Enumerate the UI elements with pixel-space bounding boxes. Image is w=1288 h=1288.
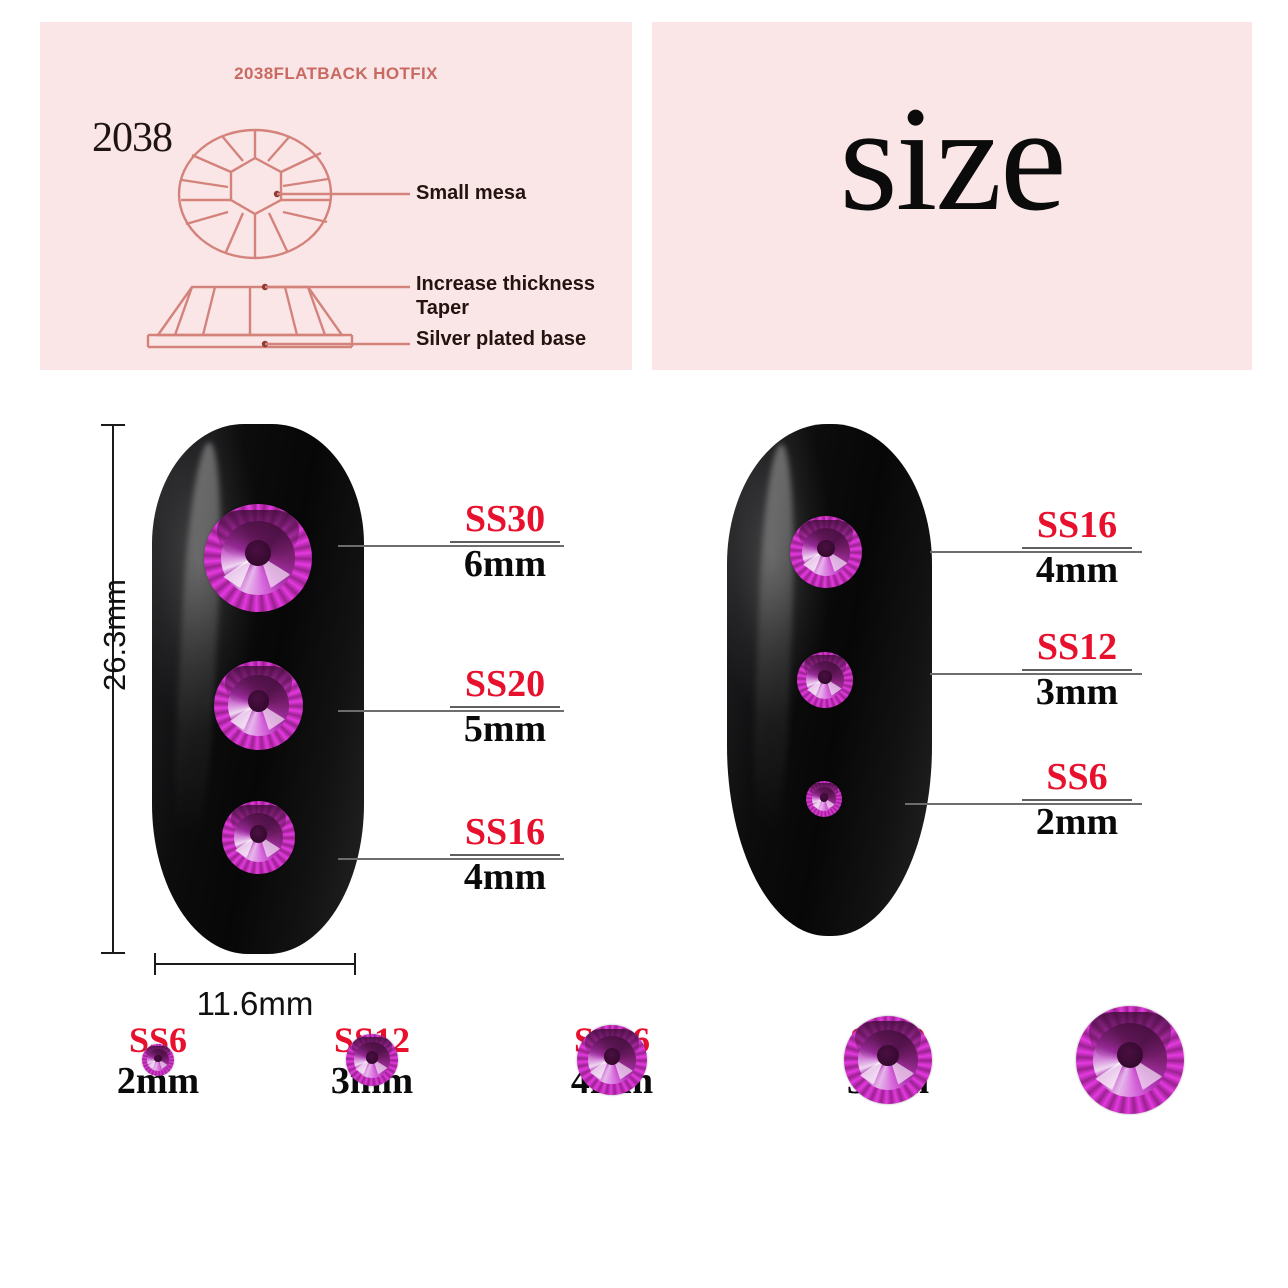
mm-value: 3mm [1035,671,1119,713]
gem-center-point [877,1045,899,1067]
ss-value: SS30 [464,498,546,540]
gem-center-point [1117,1041,1143,1068]
gem-center-point [245,539,271,566]
flatback-technical-drawing [146,128,410,349]
gem-upper-shadow [810,783,838,799]
ss-value: SS20 [464,663,546,705]
gem-center-point [817,539,835,558]
nail-sample-left [152,424,364,954]
size-label-right-1: SS12 3mm [1022,628,1132,712]
gem-upper-shadow [352,1037,392,1060]
nail-height-label: 26.3mm [97,579,132,691]
ss-value: SS12 [1036,626,1118,668]
label-divider [1022,799,1132,801]
gem-center-point [247,690,270,712]
leader-line-ss30 [338,545,564,547]
label-divider [1022,669,1132,671]
sample-ss6: SS6 2mm [58,1020,258,1102]
gem-center-point [249,825,268,843]
size-word-panel: size [652,22,1252,370]
gem-center-point [819,792,829,802]
size-label-right-2: SS6 2mm [1022,758,1132,842]
gem-ss12 [797,652,853,708]
gem-mesa-outline [229,156,283,216]
mm-value: 6mm [463,543,547,585]
sample-ss16: SS16 4mm [512,1020,712,1102]
gem-center-point [154,1054,162,1063]
label-divider [450,541,560,543]
nail-height-dimension-line [101,424,125,954]
gem-side-view [146,285,354,349]
sample-ss12: SS12 3mm [272,1020,472,1102]
size-label-left-1: SS20 5mm [450,665,560,749]
gem-highlight-left [812,798,823,810]
leader-line-ss16 [338,858,564,860]
size-heading: size [839,76,1066,242]
callout-silver-plated-base: Silver plated base [416,328,587,350]
nail-sample-right [727,424,932,936]
gem-center-point [365,1051,379,1064]
flatback-diagram-panel: 2038FLATBACK HOTFIX 2038 [40,22,632,370]
panel-title: 2038FLATBACK HOTFIX [234,64,438,83]
sample-gem [577,1025,647,1095]
mm-value: 4mm [1035,549,1119,591]
label-divider [1022,547,1132,549]
gem-highlight-right [824,798,835,810]
mm-value: 5mm [463,708,547,750]
sample-gem [346,1034,398,1086]
mm-value: 4mm [463,856,547,898]
leader-line-ss16-right [930,551,1142,553]
sample-gem [844,1016,932,1104]
mm-value: 2mm [1035,801,1119,843]
product-code-label: 2038 [92,115,173,161]
leader-line-ss6-right [905,803,1142,805]
leader-line-ss12-right [930,673,1142,675]
gem-ss6 [806,781,842,817]
callout-small-mesa: Small mesa [416,182,527,204]
sample-ss30: SS30 6mm [1030,1006,1230,1114]
gem-ss30 [204,504,312,612]
size-label-left-0: SS30 6mm [450,500,560,584]
nail-width-dimension-line [154,953,356,975]
ss-value: SS16 [1036,504,1118,546]
gem-upper-shadow [145,1045,171,1060]
gem-center-point [603,1048,621,1065]
label-divider [450,854,560,856]
gem-highlight-left [147,1059,157,1069]
nail-width-label: 11.6mm [196,985,314,1022]
size-label-right-0: SS16 4mm [1022,506,1132,590]
callout-increase-thickness: Increase thickness [416,273,595,295]
ss-value: SS6 [1046,756,1108,798]
gem-highlight-right [158,1059,168,1069]
gem-ss20 [214,661,303,750]
leader-line-ss20 [338,710,564,712]
ss-value: SS16 [464,811,546,853]
size-label-left-2: SS16 4mm [450,813,560,897]
callout-taper: Taper [416,297,469,319]
label-divider [450,706,560,708]
gem-ss16 [790,516,862,588]
sample-gem [142,1044,174,1076]
sample-ss20: SS20 5mm [788,1016,988,1104]
sample-gem [1076,1006,1184,1114]
gem-ss16 [222,801,295,874]
gem-center-point [818,670,832,684]
